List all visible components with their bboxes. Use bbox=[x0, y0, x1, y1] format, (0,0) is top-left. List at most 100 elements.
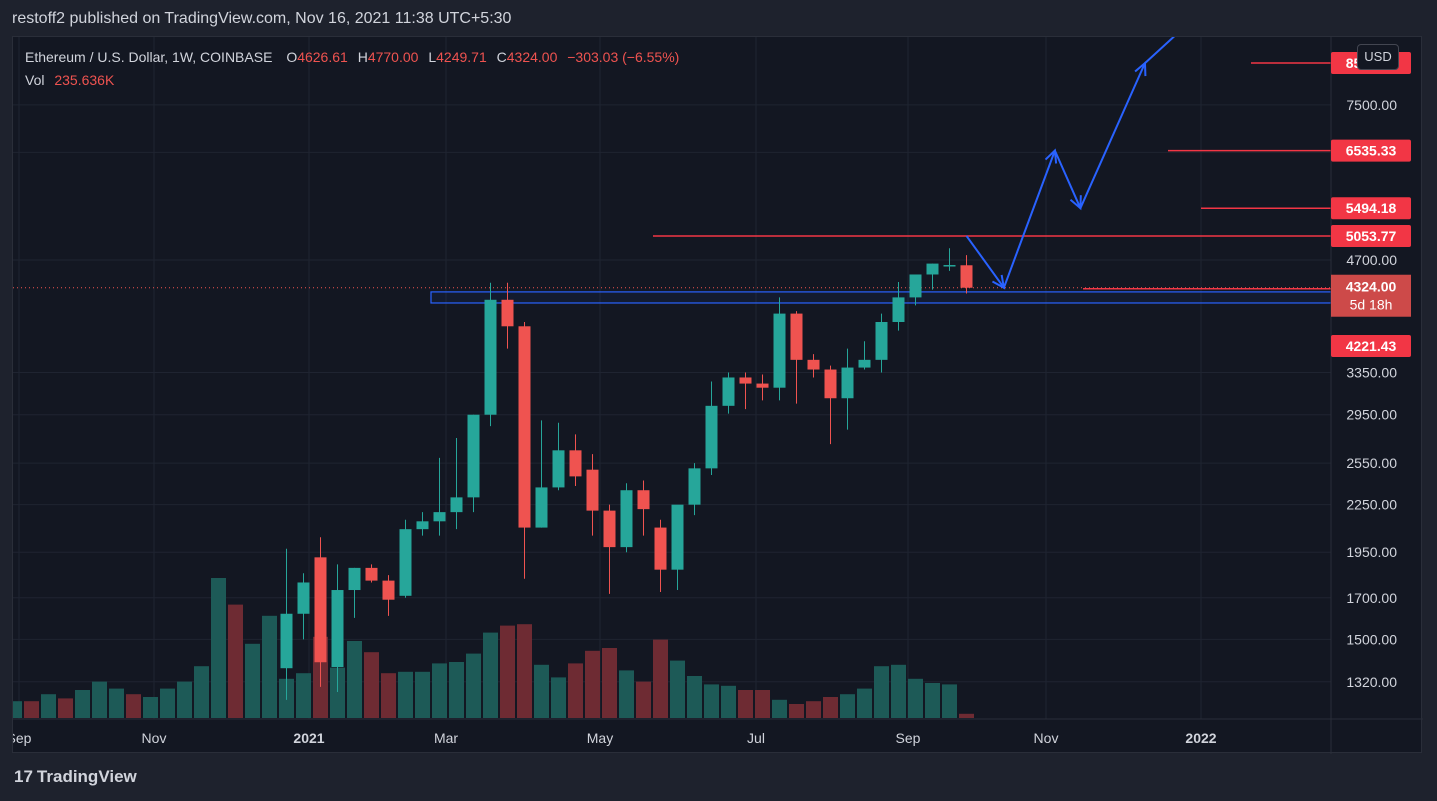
price-tag-box bbox=[1331, 335, 1411, 357]
price-chart[interactable]: Sep Nov 2021 Mar May Jul Sep Nov 2022 1320.00 1500… bbox=[13, 37, 1423, 754]
volume-bar bbox=[466, 653, 481, 718]
volume-bar bbox=[721, 685, 736, 718]
candle-body bbox=[365, 567, 378, 581]
price-axis-label: 1320.00 bbox=[1346, 674, 1397, 690]
candle-body bbox=[416, 521, 429, 530]
candle bbox=[297, 573, 310, 640]
candle-body bbox=[280, 613, 293, 669]
volume-bar bbox=[840, 694, 855, 718]
volume-bar bbox=[41, 694, 56, 718]
candle-body bbox=[773, 313, 786, 388]
legend-volume: Vol 235.636K bbox=[25, 72, 114, 88]
candle bbox=[620, 483, 633, 553]
arrow-head-icon bbox=[991, 274, 1006, 290]
last-price-tag: 4324.00 5d 18h bbox=[1331, 274, 1411, 317]
volume-bar bbox=[160, 688, 175, 718]
candle-body bbox=[722, 377, 735, 406]
price-axis-label: 7500.00 bbox=[1346, 97, 1397, 113]
volume-bar bbox=[755, 690, 770, 718]
volume-bar bbox=[908, 678, 923, 718]
candle bbox=[756, 374, 769, 401]
volume-series bbox=[13, 578, 974, 718]
candle-body bbox=[348, 567, 361, 591]
candle-body bbox=[620, 490, 633, 548]
volume-bar bbox=[449, 662, 464, 718]
price-axis-label: 2250.00 bbox=[1346, 497, 1397, 513]
time-axis-label: May bbox=[587, 730, 613, 746]
candle bbox=[824, 365, 837, 445]
arrow-head-icon bbox=[1069, 195, 1082, 211]
candle bbox=[416, 512, 429, 536]
volume-bar bbox=[143, 697, 158, 718]
price-tag-text: 6535.33 bbox=[1346, 143, 1397, 159]
candle bbox=[501, 282, 514, 349]
high-label: H bbox=[357, 49, 368, 65]
candle bbox=[603, 504, 616, 594]
volume-bar bbox=[415, 671, 430, 718]
candle-body bbox=[637, 490, 650, 510]
volume-bar bbox=[330, 667, 345, 718]
candle-body bbox=[569, 450, 582, 477]
candle-body bbox=[433, 512, 446, 522]
tradingview-logo-icon: 17 bbox=[14, 767, 33, 786]
candle bbox=[875, 313, 888, 373]
volume-bar bbox=[772, 699, 787, 718]
candle-body bbox=[654, 527, 667, 570]
candle-body bbox=[739, 377, 752, 384]
volume-bar bbox=[636, 681, 651, 718]
candle bbox=[807, 354, 820, 378]
time-axis-label: Nov bbox=[1034, 730, 1059, 746]
price-tag-text: 5494.18 bbox=[1346, 200, 1397, 216]
time-axis-label: 2022 bbox=[1185, 730, 1216, 746]
volume-bar bbox=[211, 578, 226, 718]
volume-bar bbox=[381, 673, 396, 718]
candle bbox=[705, 381, 718, 476]
candle-body bbox=[790, 313, 803, 360]
chart-frame[interactable]: Sep Nov 2021 Mar May Jul Sep Nov 2022 1320.00 1500… bbox=[12, 36, 1423, 754]
symbol-title[interactable]: Ethereum / U.S. Dollar, 1W, COINBASE bbox=[25, 49, 273, 65]
volume-bar bbox=[364, 652, 379, 718]
candle bbox=[314, 537, 327, 687]
volume-bar bbox=[347, 641, 362, 718]
volume-bar bbox=[500, 625, 515, 718]
legend-ohlc: Ethereum / U.S. Dollar, 1W, COINBASE O46… bbox=[25, 49, 679, 65]
candle-body bbox=[399, 529, 412, 596]
volume-bar bbox=[670, 660, 685, 718]
close-value: 4324.00 bbox=[506, 49, 558, 65]
candle-body bbox=[688, 468, 701, 505]
candle-body bbox=[314, 557, 327, 663]
candle bbox=[909, 274, 922, 306]
volume-bar bbox=[194, 666, 209, 718]
candle bbox=[654, 519, 667, 592]
volume-bar bbox=[891, 664, 906, 718]
level-price-tag: 5494.18 bbox=[1331, 197, 1411, 220]
horizontal-levels bbox=[653, 62, 1331, 290]
candle bbox=[433, 457, 446, 536]
candle-body bbox=[705, 405, 718, 469]
candle bbox=[450, 438, 463, 530]
volume-bar bbox=[75, 690, 90, 718]
volume-bar bbox=[245, 643, 260, 718]
volume-bar bbox=[483, 632, 498, 718]
price-axis-label: 4700.00 bbox=[1346, 252, 1397, 268]
grid-lines bbox=[13, 37, 1331, 719]
currency-button[interactable]: USD bbox=[1357, 44, 1399, 70]
level-price-tag: 5053.77 bbox=[1331, 224, 1411, 247]
candle-body bbox=[484, 299, 497, 415]
candle-body bbox=[382, 580, 395, 600]
price-tag-box bbox=[1331, 139, 1411, 162]
candle bbox=[790, 311, 803, 404]
price-axis: 1320.00 1500.00 1700.00 1950.00 2250.00 2550.… bbox=[1346, 97, 1397, 690]
candle-body bbox=[858, 359, 871, 368]
candle bbox=[637, 480, 650, 536]
volume-bar bbox=[602, 648, 617, 718]
tradingview-logo[interactable]: 17 TradingView bbox=[14, 767, 137, 787]
open-label: O bbox=[286, 49, 298, 65]
time-axis-label: Nov bbox=[142, 730, 167, 746]
volume-bar bbox=[534, 664, 549, 718]
price-axis-label: 2950.00 bbox=[1346, 407, 1397, 423]
volume-bar bbox=[857, 688, 872, 718]
close-label: C bbox=[496, 49, 507, 65]
candle bbox=[722, 372, 735, 414]
time-axis-label: Sep bbox=[896, 730, 921, 746]
